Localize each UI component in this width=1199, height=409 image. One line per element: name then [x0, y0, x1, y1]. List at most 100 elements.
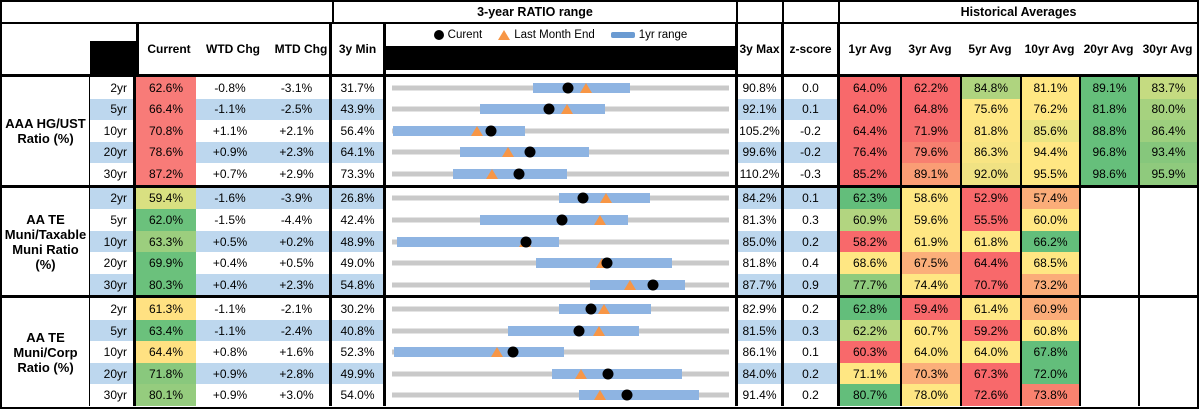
table-row: 30yr 80.1% +0.9% +3.0% 54.0% 91.4% 0.2 80.7% 78.… [90, 384, 1197, 406]
cell-3y-min: 64.1% [332, 141, 386, 164]
20yr-avg-header: 20yr Avg [1083, 42, 1134, 56]
cell-wtd-chg: +0.9% [196, 141, 264, 164]
cell-3y-min: 49.9% [332, 362, 386, 385]
cell-wtd-chg: -1.6% [196, 187, 264, 210]
cell-3y-max: 82.9% [738, 298, 784, 320]
cell-avg-1yr: 62.2% [840, 319, 900, 342]
wtd-chg-header: WTD Chg [206, 42, 260, 56]
last-month-end-triangle-icon [498, 30, 511, 40]
cell-3y-max: 92.1% [738, 98, 784, 121]
current-marker [507, 346, 519, 358]
current-marker [577, 192, 589, 204]
cell-avg-30yr [1138, 341, 1197, 363]
range-strip-chart [386, 384, 738, 406]
cell-current: 63.4% [136, 319, 196, 342]
cell-3y-max: 81.8% [738, 252, 784, 274]
legend-range-label: 1yr range [638, 29, 688, 41]
cell-avg-10yr: 67.8% [1020, 341, 1079, 363]
cell-avg-3yr: 78.0% [900, 384, 960, 406]
cell-avg-5yr: 52.9% [960, 187, 1020, 210]
cell-avg-10yr: 60.0% [1020, 209, 1079, 231]
cell-tenor: 5yr [90, 319, 136, 342]
one-year-range-bar [453, 168, 568, 179]
table-row: 10yr 64.4% +0.8% +1.6% 52.3% 86.1% 0.1 60.3% 64.… [90, 341, 1197, 363]
cell-tenor: 2yr [90, 298, 136, 320]
cell-z-score: 0.1 [784, 98, 840, 121]
cell-3y-max: 91.4% [738, 384, 784, 406]
cell-avg-20yr: 98.6% [1079, 163, 1138, 185]
cell-3y-min: 54.0% [332, 384, 386, 406]
cell-z-score: 0.1 [784, 187, 840, 210]
group-label: AA TE Muni/Taxable Muni Ratio (%) [2, 187, 90, 296]
range-band-title: 3-year RATIO range [332, 2, 738, 22]
minmax-line [392, 282, 729, 288]
cell-3y-min: 73.3% [332, 163, 386, 185]
1yr-avg-header: 1yr Avg [848, 42, 892, 56]
3yr-avg-header: 3yr Avg [908, 42, 952, 56]
current-marker [556, 214, 568, 226]
tenor-header-blackcell [90, 24, 136, 74]
cell-tenor: 30yr [90, 384, 136, 406]
chart-track [392, 163, 729, 185]
cell-avg-5yr: 55.5% [960, 209, 1020, 231]
cell-avg-1yr: 64.4% [840, 120, 900, 142]
cell-avg-10yr: 57.4% [1020, 187, 1079, 210]
3y-min-header: 3y Min [332, 24, 386, 74]
cell-3y-max: 86.1% [738, 341, 784, 363]
current-marker [524, 146, 536, 158]
cell-3y-min: 43.9% [332, 98, 386, 121]
3y-max-header: 3y Max [738, 24, 784, 74]
cell-avg-3yr: 71.9% [900, 120, 960, 142]
range-strip-chart [386, 98, 738, 121]
last-month-end-marker [598, 304, 611, 315]
cell-current: 87.2% [136, 163, 196, 185]
cell-current: 63.3% [136, 230, 196, 253]
cell-3y-max: 87.7% [738, 273, 784, 296]
cell-avg-20yr [1079, 252, 1138, 274]
chart-track [392, 341, 729, 363]
current-marker [543, 103, 555, 115]
last-month-end-marker [560, 104, 573, 115]
table-row: 2yr 61.3% -1.1% -2.1% 30.2% 82.9% 0.2 62.8% 59.4… [90, 298, 1197, 320]
cell-avg-1yr: 68.6% [840, 252, 900, 274]
cell-wtd-chg: -1.1% [196, 98, 264, 121]
cell-mtd-chg: +1.6% [264, 341, 332, 363]
chart-track [392, 363, 729, 385]
cell-avg-10yr: 73.2% [1020, 273, 1079, 296]
cell-wtd-chg: +1.1% [212, 123, 248, 138]
cell-z-score: -0.2 [784, 141, 840, 164]
range-strip-chart [386, 298, 738, 320]
cell-3y-max: 84.2% [738, 187, 784, 210]
cell-avg-30yr [1138, 298, 1197, 320]
group-header-spacer [2, 24, 90, 74]
chart-track [392, 384, 729, 406]
cell-avg-30yr [1138, 209, 1197, 231]
last-month-end-marker [486, 168, 499, 179]
current-marker [485, 125, 497, 137]
table-row: 30yr 80.3% +0.4% +2.3% 54.8% 87.7% 0.9 77.7% 74.… [90, 273, 1197, 296]
legend-current: Curent [433, 29, 482, 41]
cell-avg-10yr: 68.5% [1020, 252, 1079, 274]
cell-avg-1yr: 58.2% [840, 230, 900, 253]
cell-mtd-chg: -2.4% [264, 319, 332, 342]
table-row: 2yr 62.6% -0.8% -3.1% 31.7% 90.8% 0.0 64.0% 62.2… [90, 77, 1197, 99]
table-row: 20yr 78.6% +0.9% +2.3% 64.1% 99.6% -0.2 76.4% 79… [90, 141, 1197, 164]
cell-avg-20yr: 96.8% [1079, 141, 1138, 164]
cell-avg-10yr: 60.8% [1020, 319, 1079, 342]
last-month-end-marker [600, 193, 613, 204]
cell-mtd-chg: +2.3% [264, 141, 332, 164]
cell-tenor: 5yr [90, 209, 136, 231]
cell-tenor: 5yr [90, 98, 136, 121]
cell-wtd-chg: +0.4% [196, 273, 264, 296]
cell-3y-min: 40.8% [332, 319, 386, 342]
cell-mtd-chg: -3.1% [264, 77, 332, 99]
range-strip-chart [386, 252, 738, 274]
cell-avg-3yr: 64.0% [900, 341, 960, 363]
cell-mtd-chg: -2.5% [264, 98, 332, 121]
cell-avg-30yr [1138, 384, 1197, 406]
cell-3y-min: 54.8% [332, 273, 386, 296]
chart-track [392, 77, 729, 99]
cell-avg-3yr: 79.6% [900, 141, 960, 164]
cell-avg-30yr [1138, 362, 1197, 385]
cell-avg-20yr [1079, 341, 1138, 363]
